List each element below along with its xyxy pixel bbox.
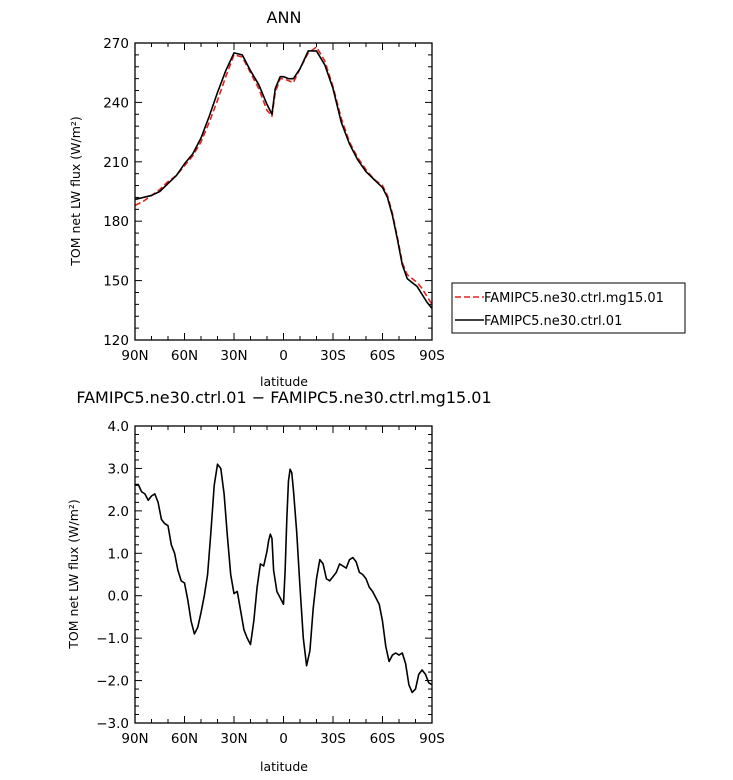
panel2-xlabel: latitude [260,759,308,774]
panel1-title: ANN [267,8,302,27]
panel2-title: FAMIPC5.ne30.ctrl.01 − FAMIPC5.ne30.ctrl… [76,388,491,407]
panel2-plot-area: 90N 60N 30N 0 30S 60S 90S −3.0 −2.0 −1.0 0.0 1.0 2.0… [96,419,445,747]
panel2-ytick-label: −1.0 [96,631,129,647]
panel2-xtick-label: 60N [171,731,198,747]
legend-box [451,282,686,334]
panel1-frame [134,42,433,341]
panel2-ytick-label: 2.0 [108,504,129,520]
panel2-ytick-label: −3.0 [96,716,129,732]
panel2-xtick-label: 0 [279,731,288,747]
panel1-xtick-label: 30S [320,348,346,364]
panel2-ytick-label: 1.0 [108,546,129,562]
panel1-xtick-label: 60N [171,348,198,364]
panel2-xtick-label: 90S [419,731,445,747]
panel1-ytick-label: 150 [103,274,129,290]
panel2-ytick-label: 3.0 [108,461,129,477]
panel2-ylabel: TOM net LW flux (W/m²) [66,499,81,650]
panel1-ytick-label: 180 [103,214,129,230]
panel1-ytick-label: 270 [103,36,129,52]
legend-label-mg15: FAMIPC5.ne30.ctrl.mg15.01 [484,291,664,306]
panel1-xlabel: latitude [260,374,308,389]
panel1-series-line-1 [134,50,433,309]
panel2-ytick-label: 4.0 [108,419,129,435]
panel2-frame [134,425,433,724]
panel1-xtick-label: 90N [121,348,148,364]
panel2-ytick-label: 0.0 [108,589,129,605]
legend: FAMIPC5.ne30.ctrl.mg15.01 FAMIPC5.ne30.c… [451,282,686,334]
panel2-series-line-0 [135,463,433,694]
legend-label-ctrl: FAMIPC5.ne30.ctrl.01 [484,314,622,329]
panel1-ylabel: TOM net LW flux (W/m²) [68,116,83,267]
panel1-ytick-label: 120 [103,333,129,349]
panel1-ytick-label: 210 [103,155,129,171]
panel2-xtick-label: 90N [121,731,148,747]
panel1-series-line-0 [134,46,433,305]
panel2-ytick-label: −2.0 [96,674,129,690]
panel1-xtick-label: 90S [419,348,445,364]
panel2-xtick-label: 60S [370,731,396,747]
panel1-xtick-label: 60S [370,348,396,364]
panel1-xtick-label: 30N [220,348,247,364]
panel1-plot-area: 90N 60N 30N 0 30S 60S 90S 120 150 180 210 240 270 [103,36,445,364]
panel2-xtick-label: 30S [320,731,346,747]
panel1-ytick-label: 240 [103,95,129,111]
panel1-xtick-label: 0 [279,348,288,364]
panel2-xtick-label: 30N [220,731,247,747]
